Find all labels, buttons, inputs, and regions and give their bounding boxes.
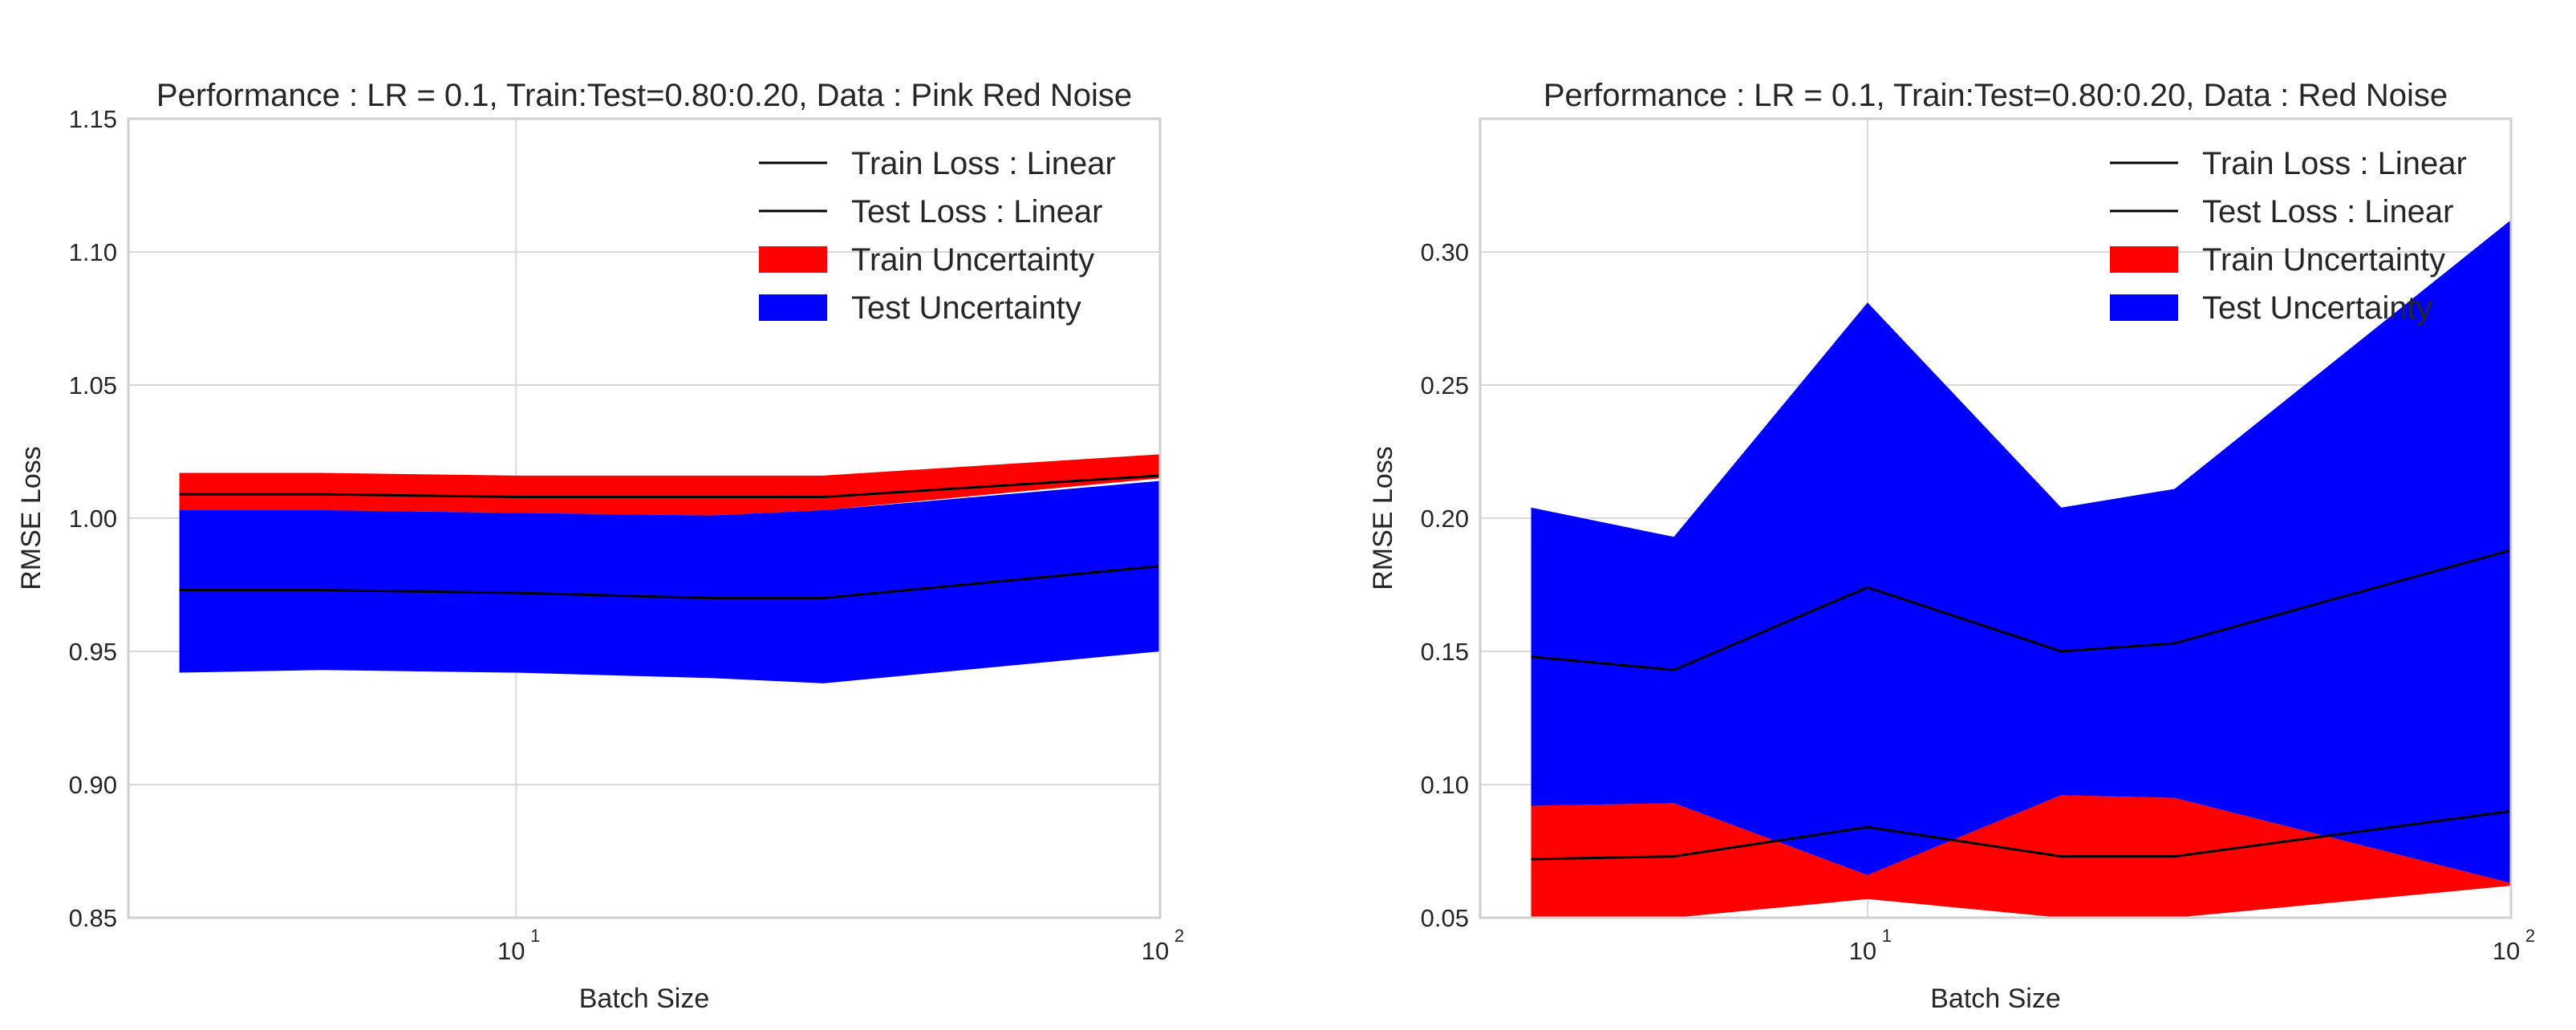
x-tick-label: 10 — [2493, 937, 2520, 965]
train-loss-line — [179, 474, 1161, 498]
chart-title: Performance : LR = 0.1, Train:Test=0.80:… — [1544, 78, 2448, 113]
test-loss-line — [179, 565, 1161, 600]
legend-test-uncertainty-swatch — [2110, 294, 2178, 321]
legend-label: Train Loss : Linear — [2202, 146, 2467, 181]
train-loss-line — [1531, 809, 2512, 861]
test-loss-line — [1531, 549, 2512, 671]
x-tick-exponent: 2 — [1174, 926, 1184, 946]
y-tick-label: 1.10 — [69, 238, 117, 266]
legend-label: Test Uncertainty — [851, 290, 1081, 326]
y-tick-label: 0.85 — [69, 904, 117, 932]
x-axis-label: Batch Size — [1930, 983, 2061, 1014]
x-tick-exponent: 2 — [2525, 926, 2535, 946]
legend-label: Train Uncertainty — [851, 242, 1094, 278]
legend-label: Train Uncertainty — [2202, 242, 2445, 278]
y-tick-label: 0.30 — [1421, 238, 1469, 266]
legend-label: Test Uncertainty — [2202, 290, 2432, 326]
chart-title: Performance : LR = 0.1, Train:Test=0.80:… — [156, 78, 1132, 113]
y-tick-label: 1.15 — [69, 105, 117, 133]
y-tick-label: 0.05 — [1421, 904, 1469, 932]
legend-label: Test Loss : Linear — [2202, 194, 2454, 229]
y-axis-label: RMSE Loss — [1368, 446, 1398, 590]
legend-label: Train Loss : Linear — [851, 146, 1116, 181]
legend-label: Test Loss : Linear — [851, 194, 1103, 229]
plot-frame — [127, 117, 1162, 919]
x-tick-label: 10 — [1849, 937, 1876, 965]
test-uncertainty-band — [179, 481, 1161, 683]
legend-train-uncertainty-swatch — [759, 246, 827, 273]
y-tick-label: 0.25 — [1421, 371, 1469, 399]
y-tick-label: 0.15 — [1421, 638, 1469, 666]
chart-panel-red-noise: 0.050.100.150.200.250.30101102Performanc… — [1368, 78, 2535, 1014]
test-uncertainty-band — [1531, 220, 2511, 883]
y-tick-label: 0.95 — [69, 638, 117, 666]
chart-panel-pink-red-noise: 0.850.900.951.001.051.101.15101102Perfor… — [16, 78, 1184, 1014]
x-axis-label: Batch Size — [579, 983, 710, 1014]
y-tick-label: 1.00 — [69, 505, 117, 533]
y-tick-label: 0.10 — [1421, 771, 1469, 799]
plot-frame — [1479, 117, 2513, 919]
legend: Train Loss : Linear Test Loss : Linear Tra… — [2110, 146, 2467, 326]
train-uncertainty-band — [179, 454, 1161, 516]
y-tick-label: 1.05 — [69, 371, 117, 399]
x-tick-exponent: 1 — [530, 926, 540, 946]
x-tick-label: 10 — [1142, 937, 1169, 965]
legend-test-uncertainty-swatch — [759, 294, 827, 321]
y-tick-label: 0.90 — [69, 771, 117, 799]
train-uncertainty-band — [1531, 795, 2511, 918]
legend-train-uncertainty-swatch — [2110, 246, 2178, 273]
x-tick-label: 10 — [497, 937, 525, 965]
y-axis-label: RMSE Loss — [16, 446, 47, 590]
legend: Train Loss : Linear Test Loss : Linear Tra… — [759, 146, 1116, 326]
x-tick-exponent: 1 — [1882, 926, 1892, 946]
y-tick-label: 0.20 — [1421, 505, 1469, 533]
